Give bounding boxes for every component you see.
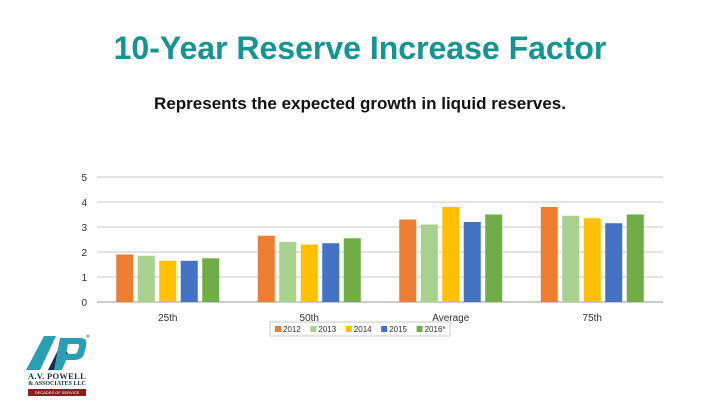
bar	[463, 222, 481, 302]
legend-label: 2016*	[425, 325, 446, 334]
legend-label: 2012	[283, 325, 301, 334]
bar	[322, 243, 340, 302]
legend-swatch	[275, 326, 281, 332]
bar	[180, 260, 198, 302]
bar	[562, 215, 580, 302]
bar	[605, 223, 623, 302]
bar	[159, 260, 177, 302]
legend-swatch	[416, 326, 423, 332]
bar	[485, 214, 503, 302]
bar	[137, 255, 155, 302]
bar	[583, 218, 601, 302]
logo-name-line1: A.V. POWELL	[27, 371, 87, 381]
bar	[399, 219, 417, 302]
bar	[257, 235, 275, 302]
legend-label: 2013	[318, 325, 336, 334]
y-tick-label: 0	[81, 298, 87, 309]
bar	[116, 254, 134, 302]
bar	[202, 258, 220, 302]
legend-swatch	[381, 326, 388, 332]
x-tick-label: 50th	[300, 313, 319, 324]
logo-name-line2: & ASSOCIATES LLC	[28, 381, 86, 387]
y-tick-label: 4	[81, 198, 87, 209]
bar	[343, 238, 361, 302]
x-tick-label: Average	[432, 313, 470, 324]
legend-swatch	[345, 326, 352, 332]
slide-subtitle: Represents the expected growth in liquid…	[154, 94, 566, 113]
legend-label: 2014	[354, 325, 372, 334]
y-tick-label: 5	[81, 173, 87, 184]
bar	[442, 207, 460, 302]
y-tick-label: 3	[81, 223, 87, 234]
y-tick-label: 2	[81, 248, 87, 259]
legend-label: 2015	[389, 325, 407, 334]
bar	[300, 244, 318, 302]
svg-text:®: ®	[86, 334, 90, 339]
slide-title: 10-Year Reserve Increase Factor	[113, 30, 607, 66]
bar	[540, 207, 558, 302]
y-tick-label: 1	[81, 273, 87, 284]
legend-box	[269, 321, 451, 337]
logo-tagline: DECADES OF SERVICE	[28, 389, 86, 396]
x-tick-label: 75th	[583, 313, 602, 324]
bar	[420, 224, 438, 302]
legend-swatch	[310, 326, 317, 332]
company-logo-icon: ®	[26, 334, 90, 370]
bar	[626, 214, 644, 302]
bar	[279, 242, 297, 302]
x-tick-label: 25th	[158, 313, 177, 324]
